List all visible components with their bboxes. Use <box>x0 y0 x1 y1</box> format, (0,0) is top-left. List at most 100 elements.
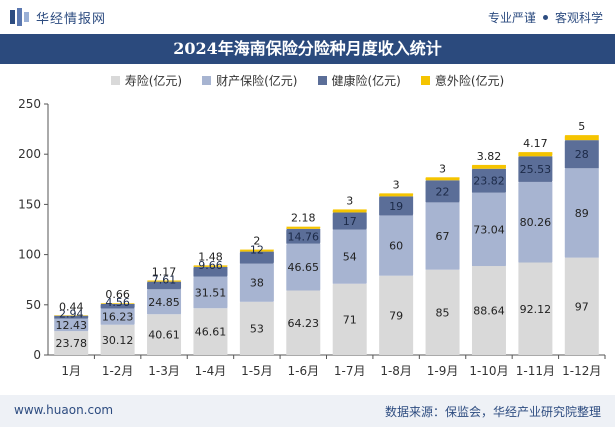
data-label-0: 23.78 <box>55 337 87 350</box>
data-label-1: 16.23 <box>102 311 134 324</box>
bar-0 <box>425 269 460 355</box>
bar-3 <box>564 135 599 141</box>
bar-2 <box>564 140 599 169</box>
data-label-0: 46.61 <box>195 326 227 339</box>
connector-line <box>226 251 241 268</box>
x-tick-label: 1-6月 <box>287 364 319 378</box>
bar-0 <box>518 262 553 355</box>
bar-2 <box>471 168 506 193</box>
data-label-3: 2 <box>253 235 260 248</box>
bar-1 <box>239 263 274 302</box>
bar-3 <box>518 152 553 157</box>
connector-line <box>366 192 380 210</box>
data-label-1: 60 <box>389 240 403 253</box>
footer-website[interactable]: www.huaon.com <box>14 403 114 417</box>
brand-name: 华经情报网 <box>36 12 107 27</box>
bar-0 <box>332 283 367 355</box>
connector-line <box>320 283 333 292</box>
connector-line <box>273 226 287 250</box>
connector-line <box>505 151 519 166</box>
legend-swatch <box>317 76 327 85</box>
connector-line <box>273 290 287 303</box>
y-tick-label: 250 <box>18 97 41 111</box>
footer-source: 数据来源：保监会，华经产业研究院整理 <box>384 405 601 419</box>
data-label-0: 88.64 <box>473 305 505 318</box>
connector-line <box>227 263 241 277</box>
tagline-right: 客观科学 <box>554 11 603 25</box>
data-label-1: 89 <box>575 207 589 220</box>
bar-1 <box>193 276 228 309</box>
data-label-2: 25.53 <box>520 163 552 176</box>
bar-2 <box>379 196 414 216</box>
data-label-0: 53 <box>250 322 264 335</box>
legend: 寿险(亿元) 财产保险(亿元) 健康险(亿元) 意外险(亿元) <box>0 72 615 90</box>
connector-line <box>552 257 566 264</box>
bar-3 <box>379 193 414 197</box>
x-tick-label: 1-2月 <box>102 364 134 378</box>
data-label-3: 2.18 <box>291 212 316 225</box>
y-tick-label: 200 <box>18 147 41 161</box>
bar-1 <box>286 243 321 291</box>
connector-line <box>87 302 102 316</box>
connector-line <box>319 209 334 228</box>
bar-2 <box>239 251 274 264</box>
legend-item-2: 健康险(亿元) <box>317 72 401 89</box>
bar-2 <box>286 228 321 244</box>
bar-3 <box>332 209 367 213</box>
connector-line <box>412 201 426 216</box>
data-label-2: 9.66 <box>198 259 223 272</box>
legend-label: 财产保险(亿元) <box>216 74 298 88</box>
x-tick-label: 1-7月 <box>334 364 366 378</box>
bar-1 <box>100 308 135 325</box>
bar-0 <box>54 331 89 355</box>
data-label-2: 23.82 <box>473 175 505 188</box>
bar-0 <box>471 266 506 355</box>
bar-3 <box>193 265 228 267</box>
data-label-1: 73.04 <box>473 223 505 236</box>
bar-0 <box>193 308 228 355</box>
data-label-2: 28 <box>575 148 589 161</box>
connector-line <box>551 167 566 183</box>
bar-2 <box>54 315 89 319</box>
connector-line <box>180 276 194 290</box>
top-bar: 华经情报网 专业严谨 客观科学 <box>0 0 615 34</box>
data-label-2: 7.61 <box>152 274 177 287</box>
x-tick-label: 1-11月 <box>516 364 555 378</box>
bar-2 <box>193 266 228 277</box>
bar-1 <box>564 168 599 258</box>
data-label-1: 67 <box>436 230 450 243</box>
bar-0 <box>147 314 182 355</box>
data-label-3: 3.82 <box>477 150 502 163</box>
connector-line <box>319 229 334 245</box>
bar-1 <box>425 202 460 270</box>
data-label-0: 30.12 <box>102 334 134 347</box>
title-bar: 2024年海南保险分险种月度收入统计 <box>0 34 615 64</box>
data-label-2: 12 <box>250 244 264 257</box>
connector-line <box>227 301 241 309</box>
connector-line <box>180 307 194 315</box>
connector-line <box>412 269 426 277</box>
bar-2 <box>100 303 135 309</box>
data-label-3: 1.48 <box>198 250 223 263</box>
connector-line <box>459 164 473 178</box>
connector-line <box>366 275 380 285</box>
dot-icon <box>542 15 548 20</box>
connector-line <box>412 176 427 194</box>
connector-line <box>87 308 102 320</box>
tagline-left: 专业严谨 <box>487 11 536 25</box>
data-label-1: 24.85 <box>148 296 180 309</box>
bar-2 <box>518 156 553 182</box>
data-label-2: 4.56 <box>105 296 130 309</box>
connector-line <box>134 288 148 309</box>
data-label-0: 97 <box>575 300 589 313</box>
x-tick-label: 1-12月 <box>562 364 601 378</box>
connector-line <box>505 261 519 267</box>
connector-line <box>366 196 380 213</box>
bar-3 <box>239 249 274 252</box>
connector-line <box>319 212 334 230</box>
bar-0 <box>286 290 321 355</box>
legend-item-1: 财产保险(亿元) <box>202 72 298 89</box>
data-label-0: 64.23 <box>288 317 320 330</box>
data-label-3: 4.17 <box>523 137 548 150</box>
bar-1 <box>471 192 506 267</box>
